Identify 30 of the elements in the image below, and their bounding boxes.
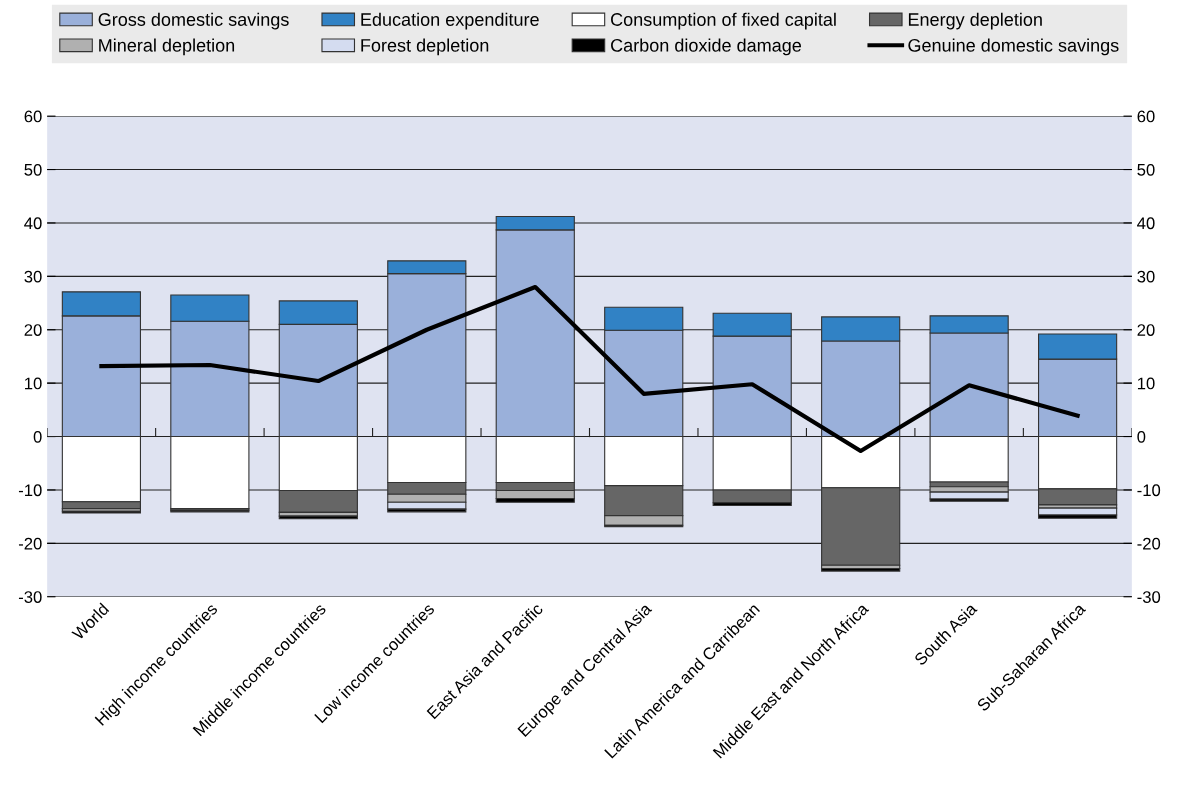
y2-tick-label: 40 (1137, 217, 1155, 230)
legend-label: Forest depletion (361, 38, 489, 56)
legend-label: Genuine domestic savings (908, 38, 1119, 56)
y-tick-label: 50 (24, 163, 42, 176)
y2-tick-label: 30 (1137, 270, 1155, 283)
y-tick-label: -30 (18, 591, 42, 603)
y2-tick-label: -30 (1137, 591, 1161, 603)
y-tick-label: 60 (24, 110, 42, 123)
y-tick-label: -10 (18, 484, 42, 497)
bar (278, 515, 358, 520)
legend-label: Carbon dioxide damage (611, 38, 802, 56)
y2-tick-label: 60 (1137, 110, 1155, 123)
legend-label: Gross domestic savings (98, 12, 289, 30)
y-tick-label: 10 (25, 377, 42, 390)
y2-tick-label: 20 (1137, 324, 1155, 336)
y2-tick-label: 10 (1137, 377, 1155, 390)
legend-label: Education expenditure (361, 12, 539, 30)
legend-label: Energy depletion (908, 12, 1042, 30)
y2-tick-label: -10 (1137, 484, 1161, 497)
y2-tick-label: -20 (1137, 537, 1161, 550)
y-tick-label: 0 (33, 430, 42, 443)
y-tick-label: 30 (24, 270, 42, 283)
y2-tick-label: 0 (1137, 430, 1146, 443)
legend-label: Consumption of fixed capital (611, 12, 836, 30)
line-series (99, 284, 1080, 454)
y-tick-label: 20 (24, 324, 42, 336)
legend-label: Mineral depletion (99, 38, 235, 56)
y2-tick-label: 50 (1137, 163, 1155, 176)
y-tick-label: 40 (24, 217, 42, 230)
y-tick-label: -20 (18, 537, 42, 550)
